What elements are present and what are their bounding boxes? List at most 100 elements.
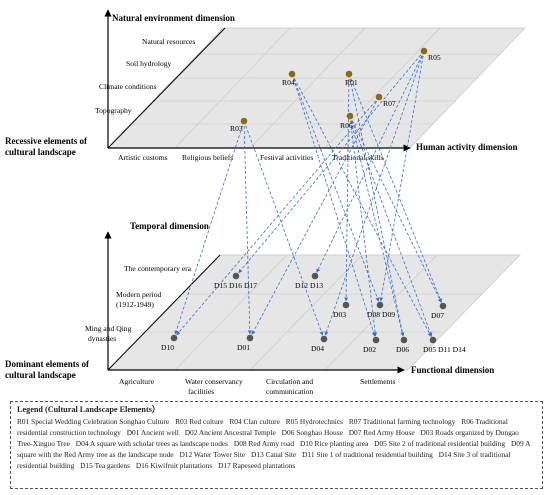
- lower-x-tick-4: Settlements: [360, 377, 395, 386]
- lower-left-title-line2: cultural landscape: [5, 370, 76, 380]
- link-R01-D07: [348, 73, 442, 303]
- legend-item: D09 A square with the Red Army tree as t…: [17, 439, 531, 460]
- legend-item: D08 Red Army road: [233, 439, 295, 449]
- lower-y-tick-3-line1: Ming and Qing: [85, 324, 132, 333]
- legend-item: D10 Rice planting area: [299, 439, 369, 449]
- legend-item: R06 Traditional residential construction…: [17, 417, 508, 438]
- lower-x-tick-3-line2: communication: [266, 387, 313, 396]
- lower-grid-col: [324, 254, 438, 371]
- legend-item: D04 A square with scholar trees as lands…: [75, 439, 229, 449]
- lower-x-title: Functional dimension: [411, 365, 494, 375]
- upper-y-tick-3: Climate conditions: [99, 82, 157, 91]
- lower-plane: Temporal dimension Functional dimension …: [5, 221, 521, 396]
- legend-item: D11 Site 1 of traditional residential bu…: [302, 450, 433, 460]
- legend-item: D05 Site 2 of traditional residential bu…: [374, 439, 506, 449]
- lower-grid-col: [174, 254, 288, 371]
- node-R04: [288, 70, 296, 78]
- upper-x-title: Human activity dimension: [416, 142, 518, 152]
- node-D08: [376, 301, 384, 309]
- node-R01: [345, 70, 353, 78]
- lower-y-tick-3-line2: dynasties: [88, 334, 116, 343]
- upper-x-tick-3: Festival activities: [260, 153, 313, 162]
- legend-item: D17 Rapeseed plantations: [218, 461, 296, 471]
- node-D04: [320, 335, 328, 343]
- node-D02: [372, 336, 380, 344]
- legend-item: D06 Songhao House: [281, 428, 343, 438]
- legend-item: R05 Hydrotechnics: [285, 417, 344, 426]
- lower-x-tick-1: Agriculture: [119, 377, 155, 386]
- node-D01: [246, 334, 254, 342]
- upper-left-title-line1: Recessive elements of: [5, 136, 88, 146]
- legend-item: R01 Special Wedding Celebration Songhao …: [17, 417, 170, 426]
- legend-item: R04 Clan culture: [229, 417, 280, 426]
- upper-x-tick-2: Religious beliefs: [182, 153, 233, 162]
- lower-x-tick-2-line1: Water conservancy: [185, 377, 243, 386]
- element-nodes: R03 R04 R01 R05 R07 R06 D15 D16 D17 D12 D13 D03 D…: [161, 47, 466, 354]
- legend-title: Legend (Cultural Landscape Elements）: [17, 405, 161, 414]
- node-R07: [375, 93, 383, 101]
- node-label-D06: D06: [396, 345, 409, 354]
- lower-left-title-line1: Dominant elements of: [5, 359, 90, 369]
- node-R05: [420, 47, 428, 55]
- lower-x-tick-2-line2: facilities: [188, 387, 214, 396]
- upper-plane: Natural environment dimension Human acti…: [5, 9, 526, 162]
- legend-item: R03 Red culture: [175, 417, 224, 426]
- node-D12: [311, 272, 319, 280]
- upper-y-title: Natural environment dimension: [112, 13, 235, 23]
- lower-y-tick-2-line2: (1912-1949): [116, 300, 154, 309]
- link-R04-D05: [291, 73, 432, 337]
- node-label-D15: D15 D16 D17: [214, 281, 257, 290]
- legend-item: D15 Tea gardens: [80, 461, 130, 471]
- legend-box: Legend (Cultural Landscape Elements） R01…: [10, 401, 543, 489]
- node-label-R06: R06: [340, 121, 353, 130]
- node-label-D12: D12 D13: [295, 281, 323, 290]
- legend-item: D02 Ancient Ancestral Temple: [184, 428, 276, 438]
- lower-grid: [145, 254, 482, 371]
- link-R05-D12: [316, 50, 425, 273]
- upper-grid-col: [249, 27, 366, 149]
- node-label-D04: D04: [311, 344, 324, 353]
- lower-x-tick-3-line1: Circulation and: [266, 377, 313, 386]
- link-R06-D07: [349, 115, 442, 303]
- upper-grid-col: [324, 27, 441, 149]
- link-R06-D05: [349, 115, 433, 337]
- node-D07: [439, 302, 447, 310]
- node-label-D08: D08 D09: [367, 310, 395, 319]
- node-label-D03: D03: [333, 310, 346, 319]
- upper-depth-axis: [107, 27, 226, 149]
- node-label-D07: D07: [431, 311, 444, 320]
- link-R01-D03: [344, 73, 350, 302]
- upper-plane-surface: [107, 27, 526, 149]
- link-R03-D01: [243, 120, 252, 335]
- link-R05-D04: [324, 50, 425, 336]
- node-R06: [346, 112, 354, 120]
- legend-item: R07 Traditional farming technology: [348, 417, 456, 426]
- node-D03: [342, 301, 350, 309]
- legend-items: R01 Special Wedding Celebration Songhao …: [17, 416, 536, 471]
- link-R07-D10: [176, 96, 380, 336]
- link-R04-D02: [291, 73, 376, 337]
- legend-item: D13 Canal Site: [251, 450, 297, 460]
- lower-y-title: Temporal dimension: [130, 221, 209, 231]
- upper-x-tick-4: Traditional skills: [332, 153, 383, 162]
- link-R05-D15: [238, 50, 425, 274]
- upper-left-title-line2: cultural landscape: [5, 147, 76, 157]
- legend-item: D16 Kiwifruit plantations: [135, 461, 213, 471]
- upper-grid-col: [174, 27, 291, 149]
- link-R03-D04: [243, 120, 324, 336]
- node-label-R04: R04: [282, 78, 295, 87]
- node-label-R07: R07: [383, 99, 396, 108]
- node-label-D01: D01: [237, 343, 250, 352]
- link-R03-D10: [174, 120, 245, 335]
- upper-y-tick-2: Soil hydrology: [126, 59, 172, 68]
- lower-grid-col: [249, 254, 363, 371]
- upper-x-tick-1: Artistic customs: [118, 153, 168, 162]
- link-arrows: [174, 50, 442, 337]
- lower-y-tick-2-line1: Modern period: [116, 290, 162, 299]
- legend-item: D03 Roads organized by Dungao Tree-Xingu…: [17, 428, 519, 449]
- node-D10: [170, 334, 178, 342]
- legend-item: D12 Water Tower Site: [179, 450, 246, 460]
- node-D15: [232, 272, 240, 280]
- link-R05-D08: [379, 50, 425, 302]
- node-label-R01: R01: [345, 78, 358, 87]
